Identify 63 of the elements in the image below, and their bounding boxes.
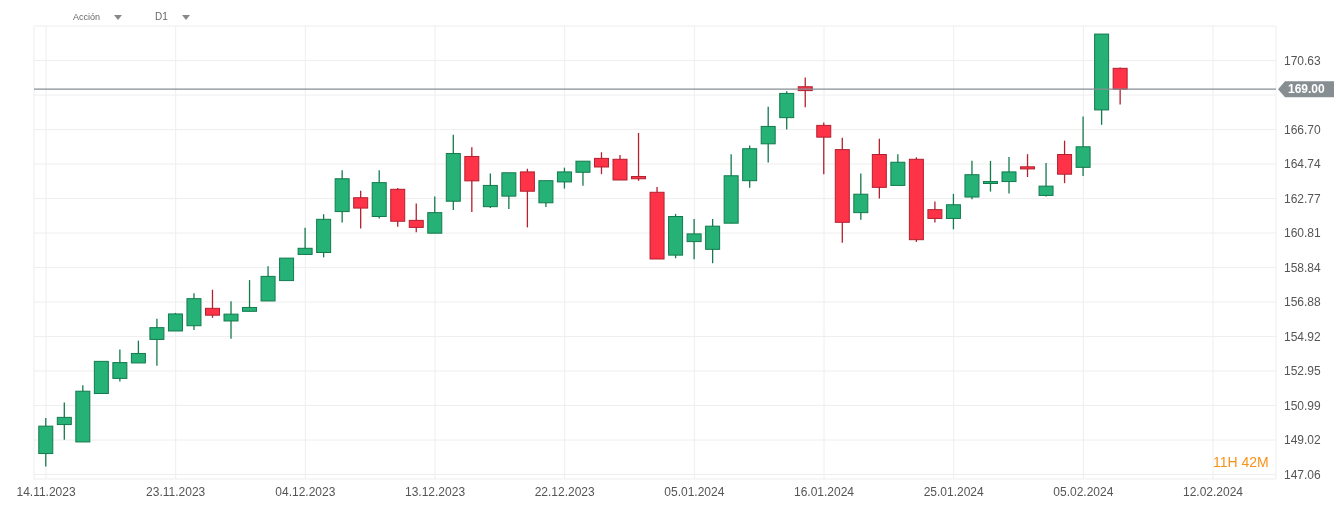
candlestick	[982, 160, 998, 193]
y-tick-label: 160.81	[1284, 226, 1322, 241]
ref-line-label: 169.00	[1288, 82, 1326, 97]
x-tick-label: 12.02.2024	[1182, 484, 1244, 499]
candlestick	[204, 289, 220, 319]
candlestick	[1112, 66, 1128, 106]
x-tick-label: 16.01.2024	[794, 484, 855, 499]
candlestick	[56, 401, 72, 441]
y-tick-label: 170.63	[1284, 53, 1322, 68]
candlestick	[519, 168, 535, 229]
x-tick-label: 13.12.2023	[405, 484, 466, 499]
candlestick	[1038, 162, 1054, 198]
candlestick	[1020, 153, 1036, 178]
candlestick	[149, 318, 165, 367]
candlestick	[223, 300, 239, 340]
candlestick	[130, 339, 146, 364]
text: Acción	[73, 12, 101, 22]
x-tick-label: 04.12.2023	[275, 484, 336, 499]
candlestick	[1075, 115, 1091, 177]
candlestick	[612, 154, 628, 181]
candlestick	[112, 348, 128, 383]
candlestick	[501, 172, 517, 210]
candlestick	[482, 172, 498, 209]
candlestick	[890, 153, 906, 187]
x-tick-label: 05.01.2024	[664, 484, 725, 499]
x-tick-label: 14.11.2023	[16, 484, 76, 499]
y-tick-label: 166.70	[1284, 122, 1322, 137]
x-tick-label: 23.11.2023	[146, 484, 206, 499]
candlestick	[964, 160, 980, 200]
candlestick	[279, 257, 295, 282]
y-tick-label: 147.06	[1284, 467, 1322, 482]
candlestick	[760, 106, 776, 164]
candlestick	[593, 151, 609, 175]
candlestick	[242, 279, 258, 312]
candlestick	[297, 227, 313, 256]
x-tick-label: 05.02.2024	[1053, 484, 1114, 499]
annotation: 11H 42M	[1213, 454, 1269, 470]
candlestick	[945, 193, 961, 230]
candlestick	[853, 172, 869, 221]
x-tick-label: 22.12.2023	[534, 484, 596, 499]
y-tick-label: 162.77	[1284, 191, 1322, 206]
candlestick	[1001, 156, 1017, 195]
y-tick-label: 149.02	[1284, 433, 1322, 448]
candlestick	[538, 180, 554, 208]
candlestick	[1057, 140, 1073, 184]
y-tick-label: 156.88	[1284, 295, 1322, 310]
candlestick	[353, 190, 369, 230]
candlestick	[816, 121, 832, 175]
candlestick	[427, 195, 443, 234]
y-tick-label: 164.74	[1284, 157, 1322, 172]
candlestick	[575, 160, 591, 187]
candlestick	[686, 218, 702, 260]
y-tick-label: 154.92	[1284, 329, 1322, 344]
candlestick	[556, 167, 572, 190]
candlestick	[927, 200, 943, 224]
candlestick	[408, 202, 424, 233]
y-tick-label: 152.95	[1284, 364, 1322, 379]
y-tick-label: 150.99	[1284, 398, 1322, 413]
candlestick	[631, 132, 647, 182]
x-tick-label: 25.01.2024	[923, 484, 985, 499]
candlestick	[705, 218, 721, 264]
text: D1	[155, 11, 169, 22]
y-tick-label: 158.84	[1284, 260, 1322, 275]
